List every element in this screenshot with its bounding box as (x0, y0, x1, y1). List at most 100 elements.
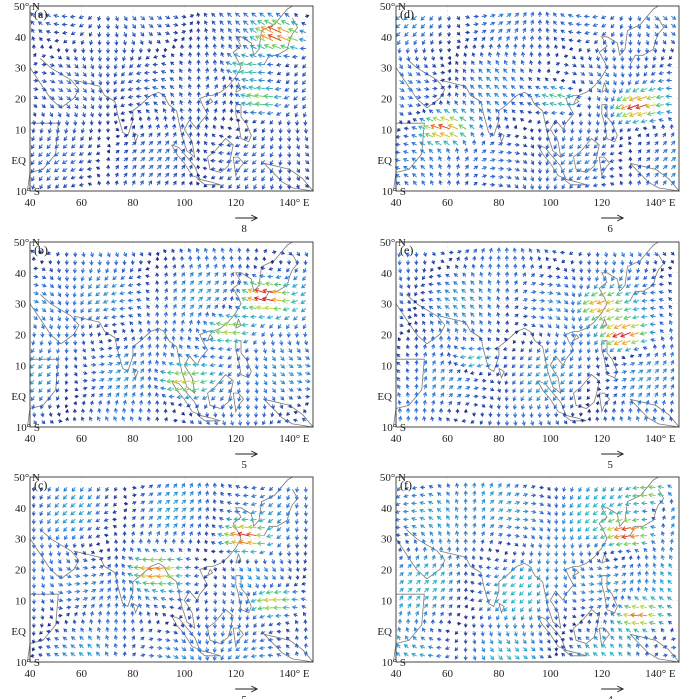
wind-vector (102, 299, 109, 304)
wind-vector (46, 251, 51, 255)
wind-vector (165, 483, 170, 488)
wind-vector (106, 128, 110, 133)
wind-vector (160, 62, 167, 66)
wind-vector (45, 30, 51, 34)
wind-vector (498, 150, 504, 155)
wind-vector (628, 136, 632, 141)
wind-vector (570, 535, 574, 541)
wind-vector (272, 575, 276, 580)
wind-vector (197, 523, 201, 529)
wind-vector (662, 376, 667, 382)
wind-vector (639, 323, 648, 328)
wind-vector (610, 487, 615, 492)
wind-vector (290, 291, 298, 296)
wind-vector (164, 530, 169, 537)
wind-vector (661, 538, 665, 545)
wind-vector (593, 144, 598, 149)
wind-vector (122, 40, 127, 46)
wind-vector (520, 615, 525, 621)
wind-vector (209, 338, 216, 343)
wind-vector (120, 322, 125, 326)
wind-vector (229, 412, 234, 419)
wind-vector (213, 263, 218, 269)
wind-vector (165, 507, 171, 512)
wind-vector (545, 35, 550, 41)
wind-vector (46, 380, 51, 385)
wind-vector (671, 507, 675, 512)
wind-vector (41, 87, 48, 92)
wind-vector (585, 403, 590, 407)
wind-vector (148, 492, 154, 497)
wind-vector (578, 88, 583, 93)
wind-vector (480, 623, 485, 629)
wind-vector (29, 372, 35, 377)
wind-vector (179, 99, 184, 106)
wind-vector (512, 615, 517, 621)
wind-vector (649, 314, 656, 319)
wind-vector (649, 306, 656, 311)
wind-vector (637, 399, 642, 406)
wind-vector (189, 156, 193, 162)
wind-vector (115, 369, 122, 374)
wind-vector (105, 268, 110, 274)
wind-vector (522, 509, 529, 514)
wind-vector (73, 340, 78, 346)
wind-vector (562, 495, 566, 501)
wind-vector (268, 630, 274, 634)
wind-vector (139, 335, 144, 342)
wind-vector (242, 654, 249, 659)
wind-vector (399, 88, 405, 92)
wind-vector (48, 543, 53, 549)
wind-vector (231, 61, 241, 66)
wind-vector (91, 362, 97, 367)
wind-vector (145, 55, 150, 60)
wind-vector (123, 384, 129, 390)
wind-vector (196, 615, 201, 621)
wind-vector (662, 24, 668, 29)
wind-vector (204, 20, 208, 25)
wind-vector (405, 626, 410, 633)
wind-vector (78, 643, 84, 649)
wind-vector (520, 388, 524, 394)
wind-vector (432, 252, 436, 257)
wind-vector (213, 412, 218, 418)
wind-vector (397, 384, 401, 390)
wind-vector (447, 408, 452, 414)
wind-vector (74, 597, 81, 602)
wind-vector (107, 571, 112, 577)
y-tick-label: 10 (15, 360, 27, 372)
wind-vector (585, 39, 590, 44)
wind-vector (139, 565, 150, 571)
wind-vector (553, 176, 558, 182)
wind-vector (596, 611, 600, 617)
wind-vector (583, 22, 590, 27)
wind-vector (562, 519, 566, 525)
wind-vector (488, 263, 493, 269)
wind-vector (120, 80, 125, 85)
wind-vector (295, 619, 299, 625)
wind-vector (81, 618, 85, 625)
wind-vector (189, 296, 195, 302)
wind-vector (122, 48, 127, 54)
wind-vector (456, 596, 461, 601)
wind-vector (479, 51, 484, 58)
wind-vector (605, 371, 611, 375)
wind-vector (437, 492, 442, 496)
wind-vector (612, 56, 617, 62)
wind-vector (645, 32, 650, 38)
x-tick-label: 80 (493, 668, 505, 680)
wind-vector (48, 260, 53, 265)
wind-vector (513, 43, 518, 49)
wind-vector (496, 255, 501, 261)
wind-vector (276, 26, 290, 33)
wind-vector (189, 655, 195, 660)
wind-vector (605, 589, 612, 593)
wind-vector (654, 24, 659, 29)
wind-vector (522, 272, 526, 277)
wind-vector (562, 340, 567, 346)
wind-vector (407, 307, 412, 312)
wind-vector (69, 23, 76, 27)
wind-vector (38, 144, 43, 150)
wind-vector (429, 24, 434, 29)
wind-vector (487, 108, 491, 114)
